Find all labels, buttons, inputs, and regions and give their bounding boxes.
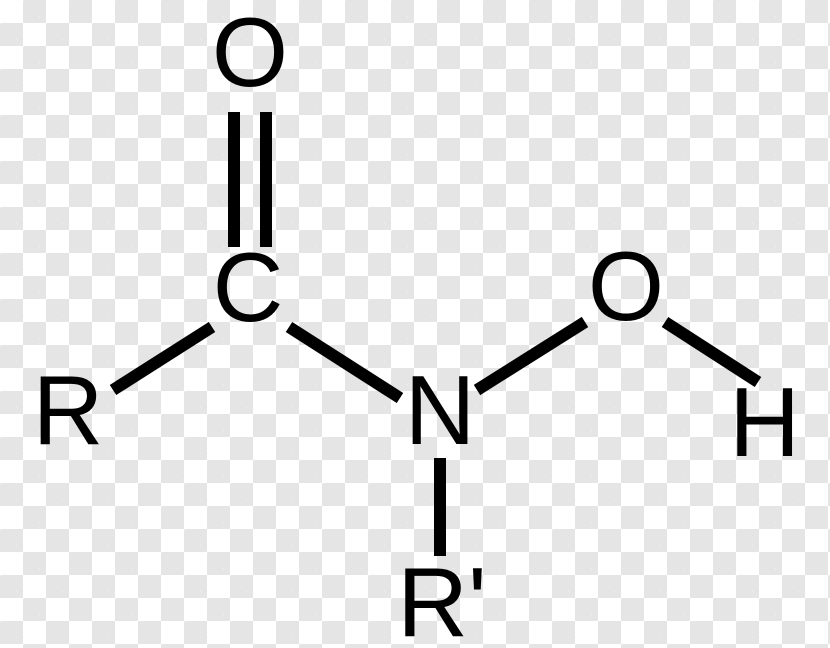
bond-C_N [289, 327, 400, 398]
atom-label-R: R [33, 355, 104, 465]
atom-label-O_top: O [212, 0, 288, 107]
atom-label-C: C [213, 232, 284, 342]
atoms-layer: OCRNOHR' [33, 0, 800, 648]
atom-label-Rprime: R' [397, 547, 486, 648]
bond-C_R [113, 327, 212, 390]
structure-svg: OCRNOHR' [0, 0, 830, 648]
atom-label-O_right: O [588, 231, 664, 341]
atom-label-H: H [729, 367, 800, 477]
chemical-structure-diagram: OCRNOHR' [0, 0, 830, 648]
bond-N_O [477, 322, 585, 390]
atom-label-N: N [405, 355, 476, 465]
